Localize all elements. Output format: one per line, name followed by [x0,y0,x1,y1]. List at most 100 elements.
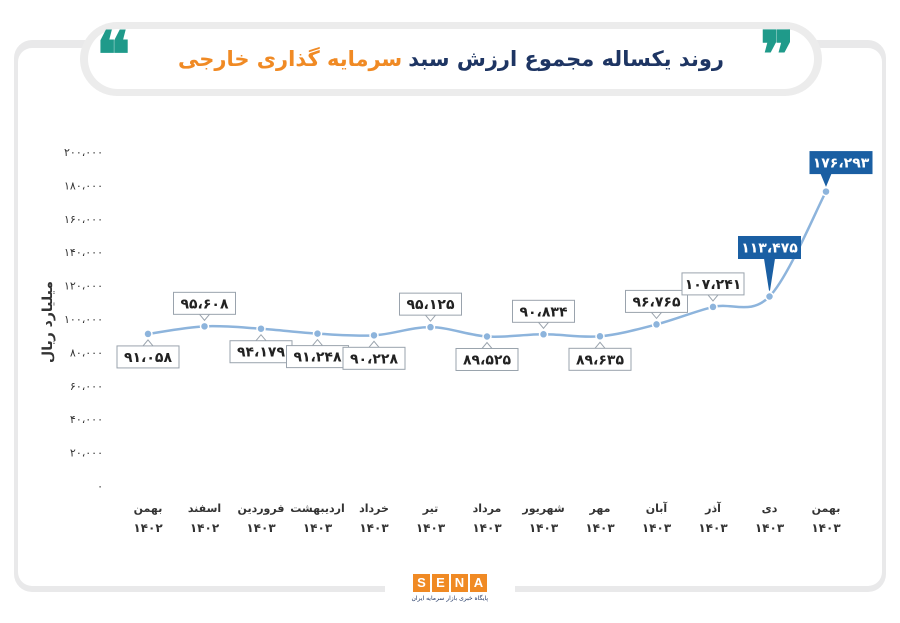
x-tick-year: ۱۴۰۳ [472,521,502,535]
data-label-box [399,292,462,316]
data-labels: ۹۱،۰۵۸ ۹۵،۶۰۸ ۹۴،۱۷۹ ۹۱،۲۴۸ ۹۰،۲۲۸ ۹۵،۱۲۵ ۸۹،۵… [116,151,873,371]
x-tick-year: ۱۴۰۳ [246,521,276,535]
data-point [538,329,549,340]
y-tick-label: ۲۰،۰۰۰ [70,447,103,460]
data-point [425,322,436,332]
x-tick-month: مرداد [473,502,502,515]
data-label: ۹۱،۰۵۸ [124,350,172,366]
data-label: ۹۶،۷۶۵ [632,294,680,310]
label-pointer [764,258,775,291]
x-tick-year: ۱۴۰۳ [642,521,672,535]
x-tick-month: بهمن [812,502,841,515]
data-label-box [809,151,873,175]
x-tick-year: ۱۴۰۲ [133,521,163,535]
data-label: ۱۱۳،۴۷۵ [741,240,798,256]
x-tick-month: مهر [589,502,611,515]
data-point [595,331,605,342]
x-tick-month: اسفند [188,502,221,515]
x-tick-month: خرداد [359,502,389,515]
data-label: ۱۰۷،۲۴۱ [685,277,742,293]
y-tick-label: ۲۰۰،۰۰۰ [64,146,103,159]
data-label: ۹۰،۸۳۴ [519,304,567,320]
logo-letter: S [413,574,430,592]
x-tick-year: ۱۴۰۲ [190,521,220,535]
x-tick-month: اردیبهشت [290,502,344,515]
data-points [143,186,831,342]
label-pointer [707,294,719,302]
data-label: ۸۹،۶۳۵ [576,352,624,368]
page-title: روند یکساله مجموع ارزش سبد سرمایه گذاری … [88,29,814,89]
y-tick-label: ۰ [97,480,103,493]
data-point [312,328,323,339]
data-label: ۹۰،۲۲۸ [350,351,398,367]
x-tick-month: دی [762,502,778,515]
x-tick-year: ۱۴۰۳ [698,521,728,535]
quote-close-icon: ❞ [760,18,795,93]
footer-tab [385,566,515,623]
label-pointer [481,341,493,349]
x-tick-month: آبان [646,501,668,515]
label-pointer [651,312,662,320]
data-point [482,331,492,342]
data-label-box [568,347,632,371]
data-label-box [625,289,688,313]
label-pointer [368,340,380,348]
data-label-box [738,235,801,259]
y-tick-label: ۱۸۰،۰۰۰ [64,179,103,192]
x-tick-year: ۱۴۰۳ [755,521,785,535]
label-pointer [199,314,210,322]
y-axis: ۰ ۲۰،۰۰۰ ۴۰،۰۰۰ ۶۰،۰۰۰ ۸۰،۰۰۰ ۱۰۰،۰۰۰ ۱۲۰،۰۰۰ ۱… [64,146,103,493]
data-point [256,323,266,334]
data-label-box [116,345,180,369]
x-tick-year: ۱۴۰۳ [303,521,333,535]
label-pointer [142,339,154,347]
data-point [143,329,153,339]
logo-subtitle: پایگاه خبری بازار سرمایه ایران [411,595,488,602]
x-tick-year: ۱۴۰۳ [359,521,389,535]
y-tick-label: ۸۰،۰۰۰ [70,346,103,359]
quote-open-icon: ❝ [96,18,131,93]
x-tick-year: ۱۴۰۳ [585,521,615,535]
y-tick-label: ۱۰۰،۰۰۰ [64,313,103,326]
label-pointer [425,314,436,322]
data-point [708,302,718,312]
y-tick-label: ۱۴۰،۰۰۰ [64,246,103,259]
x-tick-month: آذر [704,501,721,515]
data-label: ۸۹،۵۲۵ [463,352,511,368]
data-point [764,291,775,302]
series-line [147,190,828,338]
data-label-box [342,346,406,370]
y-tick-label: ۴۰،۰۰۰ [70,413,103,426]
label-pointer [820,173,832,187]
data-point [369,330,379,341]
chart-panel [18,48,882,586]
data-label-box [512,299,575,323]
data-label: ۹۴،۱۷۹ [237,345,285,361]
label-pointer [255,333,267,342]
y-tick-label: ۱۲۰،۰۰۰ [64,280,103,293]
x-tick-year: ۱۴۰۳ [416,521,446,535]
y-tick-label: ۱۶۰،۰۰۰ [64,213,103,226]
data-label: ۹۱،۲۴۸ [293,350,341,366]
data-label-box [173,291,236,315]
data-label-box [681,272,745,296]
title-accent: سرمایه گذاری خارجی [177,47,403,71]
x-tick-month: شهریور [521,502,564,515]
x-tick-month: تیر [422,502,438,515]
logo-letter: E [432,574,449,592]
data-label: ۱۷۶،۲۹۳ [813,156,870,172]
data-label-box [455,347,519,371]
x-tick-year: ۱۴۰۳ [529,521,559,535]
title-main: روند یکساله مجموع ارزش سبد [408,47,725,71]
logo-letter: A [470,574,487,592]
y-axis-label: میلیارد ریال [40,281,56,363]
data-label: ۹۵،۱۲۵ [406,297,454,313]
logo-letter: N [451,574,468,592]
x-tick-month: بهمن [134,502,163,515]
x-tick-month: فروردین [238,502,285,515]
data-label: ۹۵،۶۰۸ [180,296,228,312]
label-pointer [538,321,549,330]
